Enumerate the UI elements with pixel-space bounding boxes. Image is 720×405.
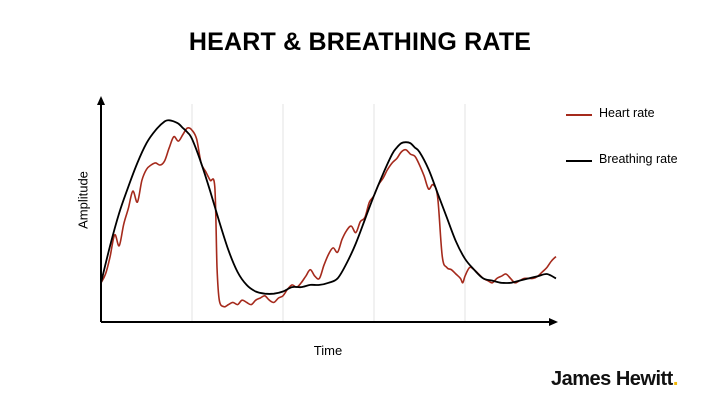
- brand-logo: James Hewitt.: [551, 368, 678, 391]
- x-axis-label: Time: [313, 343, 343, 358]
- chart-title: HEART & BREATHING RATE: [188, 28, 532, 56]
- axes: [97, 96, 558, 326]
- grid-lines: [191, 104, 466, 322]
- series-line-breathing-rate: [100, 119, 557, 295]
- legend-swatch-heart-rate: [566, 114, 592, 116]
- legend-label-heart-rate: Heart rate: [599, 106, 655, 120]
- brand-dot: .: [672, 368, 679, 390]
- legend-swatch-breathing-rate: [566, 160, 592, 162]
- series-layer: [100, 119, 557, 308]
- x-axis-arrow: [549, 318, 558, 326]
- y-axis-arrow: [97, 96, 105, 105]
- legend-label-breathing-rate: Breathing rate: [599, 152, 678, 166]
- brand-name: James Hewitt: [551, 368, 673, 390]
- y-axis-label: Amplitude: [75, 171, 91, 229]
